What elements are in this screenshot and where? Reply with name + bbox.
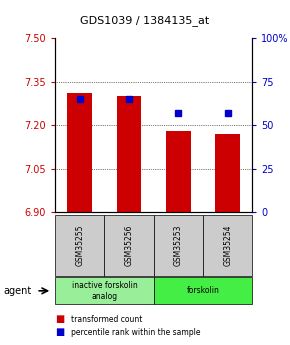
Text: GSM35256: GSM35256 bbox=[124, 225, 134, 266]
Text: ■: ■ bbox=[55, 314, 64, 324]
Text: forskolin: forskolin bbox=[186, 286, 220, 295]
Text: transformed count: transformed count bbox=[71, 315, 142, 324]
Bar bbox=[67, 93, 92, 212]
Text: GSM35254: GSM35254 bbox=[223, 225, 232, 266]
Bar bbox=[215, 134, 240, 212]
Text: percentile rank within the sample: percentile rank within the sample bbox=[71, 328, 201, 337]
Text: agent: agent bbox=[3, 286, 31, 296]
Bar bbox=[166, 131, 191, 212]
Text: GSM35255: GSM35255 bbox=[75, 225, 84, 266]
Bar bbox=[117, 96, 142, 212]
Text: ■: ■ bbox=[55, 327, 64, 337]
Text: inactive forskolin
analog: inactive forskolin analog bbox=[72, 281, 137, 300]
Text: GDS1039 / 1384135_at: GDS1039 / 1384135_at bbox=[80, 15, 210, 26]
Text: GSM35253: GSM35253 bbox=[174, 225, 183, 266]
